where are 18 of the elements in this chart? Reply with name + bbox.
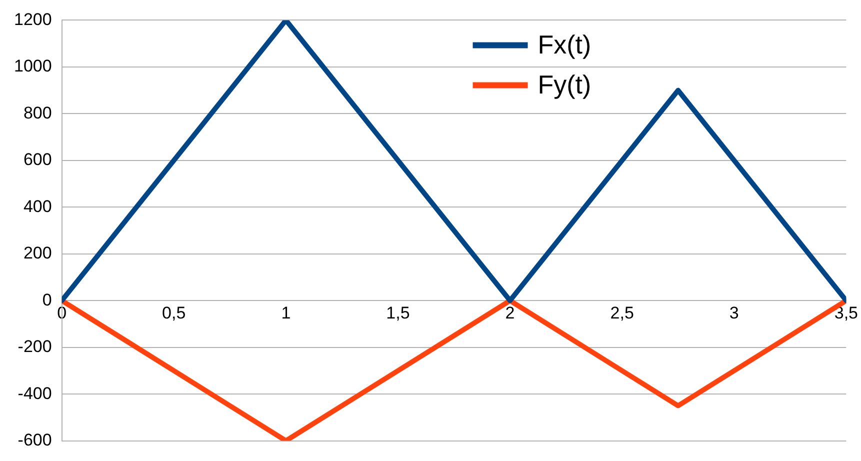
y-tick-label: 1000 [14, 56, 52, 76]
y-tick-label: -200 [18, 337, 52, 356]
x-tick-label: 1,5 [386, 303, 410, 322]
x-tick-label: 3 [729, 303, 739, 322]
x-tick-label: 1 [281, 303, 291, 322]
x-tick-label: 2,5 [610, 303, 634, 322]
legend-label: Fy(t) [538, 69, 592, 100]
y-tick-label: -600 [18, 430, 52, 450]
y-tick-label: 800 [23, 103, 52, 122]
y-tick-label: 600 [23, 150, 52, 170]
x-tick-label: 0,5 [162, 303, 186, 322]
y-tick-label: 0 [42, 290, 52, 310]
y-tick-label: -400 [18, 384, 52, 403]
y-tick-label: 400 [23, 196, 52, 216]
y-tick-label: 1200 [14, 10, 52, 29]
x-tick-label: 2 [505, 303, 515, 322]
y-tick-label: 200 [23, 244, 52, 263]
legend-label: Fx(t) [538, 29, 592, 60]
